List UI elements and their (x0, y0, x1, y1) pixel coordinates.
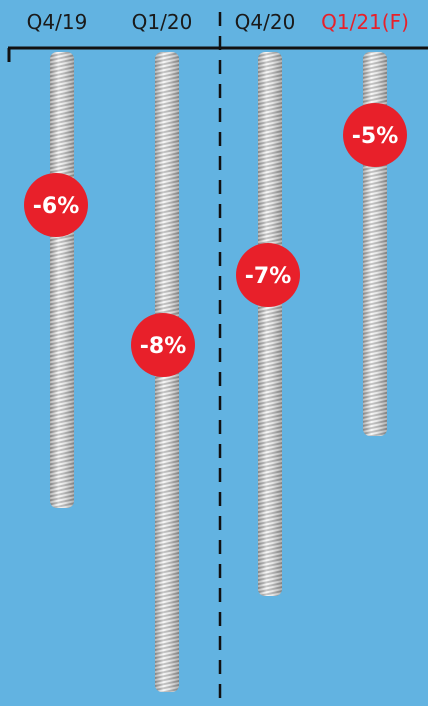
category-labels: Q4/19 Q1/20 Q4/20 Q1/21(F) (27, 10, 409, 34)
bar (258, 52, 282, 596)
bar-threads (50, 52, 74, 508)
category-label: Q1/21(F) (321, 10, 409, 34)
category-label: Q4/20 (235, 10, 296, 34)
value-badge: -5% (343, 103, 407, 167)
bar-threads (258, 52, 282, 596)
data-label: -8% (140, 334, 186, 359)
data-label: -7% (245, 264, 291, 289)
badge-circle (131, 313, 195, 377)
data-label: -5% (352, 124, 398, 149)
category-label: Q1/20 (132, 10, 193, 34)
data-label: -6% (33, 194, 79, 219)
value-badges: -6% -8% -7% -5% (24, 103, 407, 377)
badge-circle (24, 173, 88, 237)
value-badge: -8% (131, 313, 195, 377)
bars (50, 52, 387, 692)
bar (50, 52, 74, 508)
badge-circle (236, 243, 300, 307)
value-badge: -6% (24, 173, 88, 237)
value-badge: -7% (236, 243, 300, 307)
category-label: Q4/19 (27, 10, 88, 34)
badge-circle (343, 103, 407, 167)
